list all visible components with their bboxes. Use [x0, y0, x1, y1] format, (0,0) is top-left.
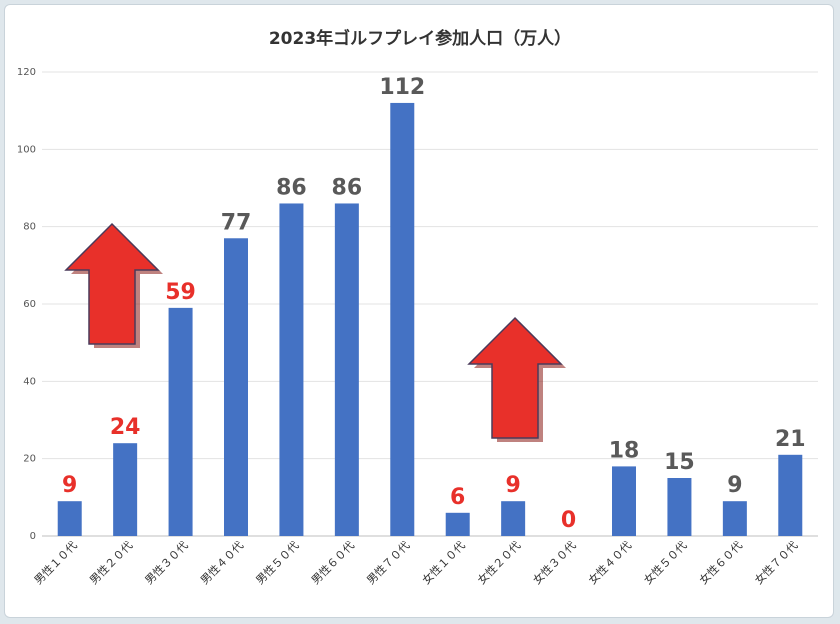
data-label: 9 [505, 473, 520, 498]
x-tick-label: 女性１０代 [419, 538, 468, 587]
x-tick-label: 男性６０代 [308, 538, 357, 587]
data-label: 0 [561, 508, 576, 533]
x-tick-label: 男性５０代 [253, 538, 302, 587]
data-label: 24 [110, 415, 141, 440]
data-label: 15 [664, 450, 695, 475]
data-label: 59 [165, 280, 196, 305]
chart-card [4, 4, 834, 618]
x-tick-label: 女性３０代 [530, 538, 579, 587]
bar [778, 454, 803, 536]
bar [334, 203, 359, 536]
x-tick-label: 男性４０代 [197, 538, 246, 587]
x-tick-label: 男性７０代 [364, 538, 413, 587]
up-arrow-icon [467, 316, 563, 439]
x-tick-label: 女性６０代 [696, 538, 745, 587]
y-tick-label: 20 [23, 454, 36, 465]
data-label: 86 [276, 175, 307, 200]
x-tick-label: 男性３０代 [142, 538, 191, 587]
bar [57, 501, 82, 536]
annotation-arrows [64, 222, 566, 442]
data-label: 18 [609, 438, 640, 463]
data-label: 9 [727, 473, 742, 498]
bar [722, 501, 747, 536]
gridlines [42, 71, 818, 537]
data-labels: 9 24 59 77 86 86 112 6 9 0 18 15 9 21 [62, 75, 806, 533]
y-axis-ticks: 0 20 40 60 80 100 120 [17, 67, 36, 542]
bar [224, 238, 248, 536]
up-arrow-icon [64, 222, 160, 345]
x-tick-label: 女性４０代 [585, 538, 634, 587]
x-tick-label: 男性２０代 [86, 538, 135, 587]
data-label: 6 [450, 485, 465, 510]
y-tick-label: 60 [23, 299, 36, 310]
x-axis-ticks: 男性１０代 男性２０代 男性３０代 男性４０代 男性５０代 男性６０代 男性７０代 女性１０代… [31, 538, 800, 587]
bar [168, 307, 193, 536]
data-label: 21 [775, 427, 806, 452]
chart-title: 2023年ゴルフプレイ参加人口（万人） [269, 28, 571, 49]
bar [501, 501, 526, 536]
data-label: 9 [62, 473, 77, 498]
data-label: 86 [332, 175, 363, 200]
bar [113, 443, 138, 536]
bars [57, 102, 803, 536]
x-tick-label: 女性２０代 [474, 538, 523, 587]
bar [667, 478, 692, 536]
x-tick-label: 女性７０代 [752, 538, 801, 587]
y-tick-label: 80 [23, 222, 36, 233]
y-tick-label: 120 [17, 67, 36, 78]
data-label: 112 [379, 75, 425, 100]
data-label: 77 [221, 210, 252, 235]
bar [390, 102, 415, 536]
y-tick-label: 100 [17, 144, 36, 155]
y-tick-label: 0 [30, 531, 36, 542]
y-tick-label: 40 [23, 376, 36, 387]
x-tick-label: 女性５０代 [641, 538, 690, 587]
bar [279, 203, 304, 536]
bar [445, 512, 470, 536]
x-tick-label: 男性１０代 [31, 538, 80, 587]
bar [612, 466, 636, 536]
